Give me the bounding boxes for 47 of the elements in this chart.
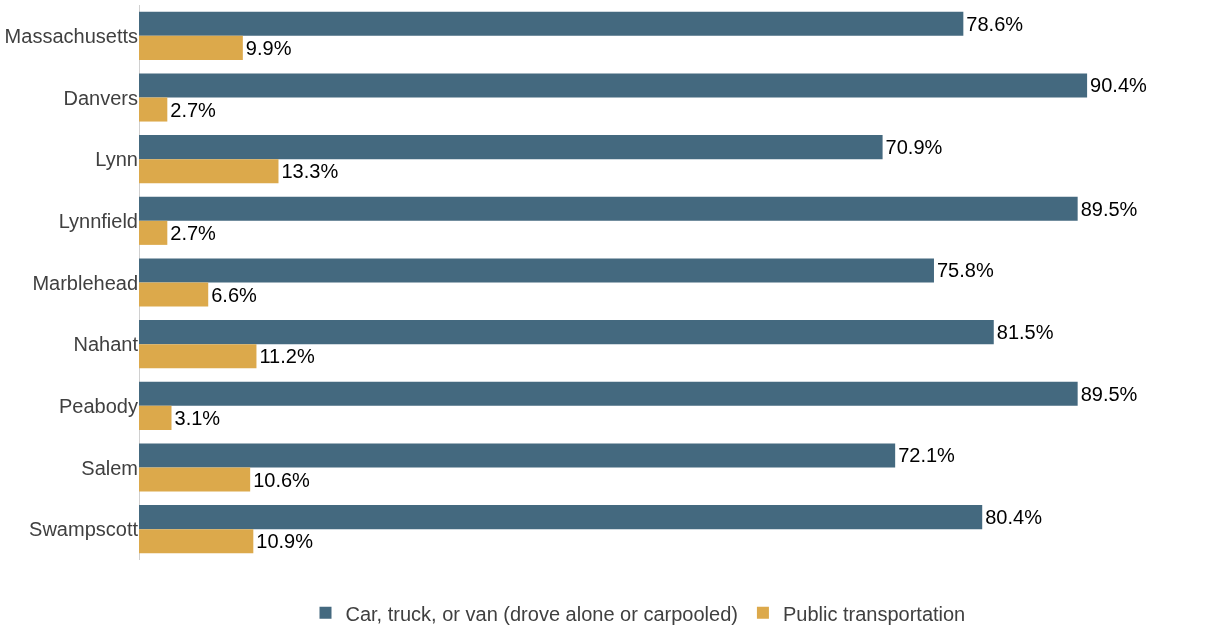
bar xyxy=(139,97,168,122)
bar xyxy=(139,467,251,492)
y-tick-label: Marblehead xyxy=(32,271,138,294)
data-label: 89.5% xyxy=(1080,197,1138,220)
data-label: 9.9% xyxy=(245,36,292,59)
bar xyxy=(139,159,279,184)
data-label: 72.1% xyxy=(898,444,956,467)
y-tick-label: Peabody xyxy=(59,394,138,417)
data-label: 2.7% xyxy=(170,221,217,244)
bar xyxy=(139,443,896,468)
data-label: 80.4% xyxy=(985,506,1043,529)
bar xyxy=(139,405,172,430)
bar xyxy=(139,258,934,283)
legend-label: Car, truck, or van (drove alone or carpooled) xyxy=(345,602,738,625)
data-label: 13.3% xyxy=(281,160,339,183)
data-label: 10.9% xyxy=(256,530,314,553)
data-label: 89.5% xyxy=(1080,382,1138,405)
data-label: 78.6% xyxy=(966,12,1024,35)
bar xyxy=(139,529,254,554)
bar xyxy=(139,35,243,60)
data-label: 6.6% xyxy=(211,283,258,306)
y-tick-label: Lynnfield xyxy=(58,209,138,232)
bar xyxy=(139,220,168,245)
y-tick-label: Swampscott xyxy=(29,518,139,541)
y-tick-label: Massachusetts xyxy=(4,24,138,47)
legend-label: Public transportation xyxy=(782,602,966,625)
bar xyxy=(139,320,994,345)
data-label: 90.4% xyxy=(1090,74,1148,97)
data-label: 81.5% xyxy=(996,321,1054,344)
bar xyxy=(139,282,209,307)
bar xyxy=(139,135,883,160)
y-tick-label: Nahant xyxy=(73,333,139,356)
data-label: 75.8% xyxy=(936,259,994,282)
data-label: 11.2% xyxy=(259,345,315,368)
y-tick-label: Lynn xyxy=(95,148,138,171)
bar xyxy=(139,73,1088,98)
bar xyxy=(139,11,964,36)
data-label: 3.1% xyxy=(174,406,221,429)
bar xyxy=(139,505,983,530)
bar xyxy=(139,381,1078,406)
bar xyxy=(139,196,1078,221)
y-tick-label: Danvers xyxy=(63,86,138,109)
data-label: 70.9% xyxy=(885,136,943,159)
bar xyxy=(139,344,257,369)
data-label: 10.6% xyxy=(253,468,311,491)
y-tick-label: Salem xyxy=(81,456,138,479)
data-label: 2.7% xyxy=(170,98,217,121)
